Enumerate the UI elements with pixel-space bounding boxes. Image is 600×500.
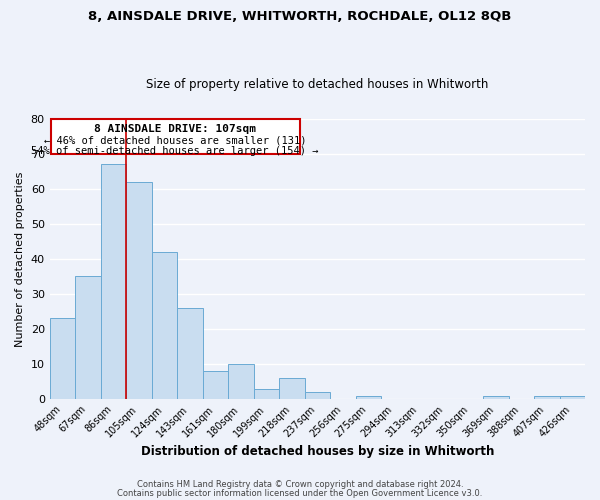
Bar bbox=[356, 396, 381, 399]
Text: 8, AINSDALE DRIVE, WHITWORTH, ROCHDALE, OL12 8QB: 8, AINSDALE DRIVE, WHITWORTH, ROCHDALE, … bbox=[88, 10, 512, 23]
Bar bbox=[228, 364, 254, 399]
Bar bbox=[75, 276, 101, 399]
Bar bbox=[560, 396, 585, 399]
Bar bbox=[126, 182, 152, 399]
Text: ← 46% of detached houses are smaller (131): ← 46% of detached houses are smaller (13… bbox=[44, 136, 307, 145]
Bar bbox=[305, 392, 330, 399]
Text: 8 AINSDALE DRIVE: 107sqm: 8 AINSDALE DRIVE: 107sqm bbox=[94, 124, 256, 134]
Bar bbox=[279, 378, 305, 399]
X-axis label: Distribution of detached houses by size in Whitworth: Distribution of detached houses by size … bbox=[140, 444, 494, 458]
Bar bbox=[534, 396, 560, 399]
Bar bbox=[50, 318, 75, 399]
FancyBboxPatch shape bbox=[51, 118, 299, 154]
Text: Contains HM Land Registry data © Crown copyright and database right 2024.: Contains HM Land Registry data © Crown c… bbox=[137, 480, 463, 489]
Y-axis label: Number of detached properties: Number of detached properties bbox=[15, 171, 25, 346]
Bar bbox=[152, 252, 177, 399]
Bar bbox=[254, 388, 279, 399]
Bar bbox=[101, 164, 126, 399]
Bar bbox=[203, 371, 228, 399]
Bar bbox=[177, 308, 203, 399]
Text: Contains public sector information licensed under the Open Government Licence v3: Contains public sector information licen… bbox=[118, 488, 482, 498]
Bar bbox=[483, 396, 509, 399]
Text: 54% of semi-detached houses are larger (154) →: 54% of semi-detached houses are larger (… bbox=[31, 146, 319, 156]
Title: Size of property relative to detached houses in Whitworth: Size of property relative to detached ho… bbox=[146, 78, 488, 91]
